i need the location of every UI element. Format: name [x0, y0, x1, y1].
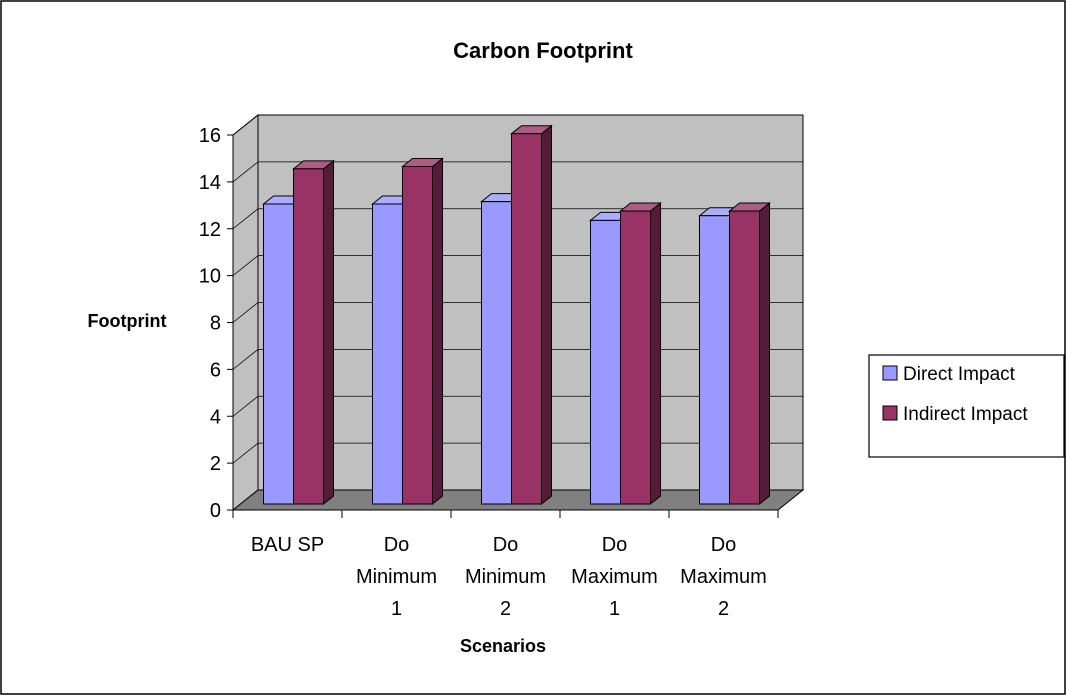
- legend-box: [868, 354, 1065, 458]
- gridline-16: [232, 114, 803, 136]
- x-tick-label-0-0: BAU SP: [251, 534, 324, 556]
- bar-1-1: [402, 166, 433, 505]
- x-tick-label-2-0: Do: [493, 534, 519, 556]
- gridline-12: [232, 208, 803, 230]
- bar-4-1: [729, 210, 760, 505]
- y-tick-label-6: 6: [210, 359, 221, 381]
- x-tick-label-1-2: 1: [391, 598, 402, 620]
- y-tick-label-0: 0: [210, 500, 221, 522]
- y-tick-label-4: 4: [210, 406, 221, 428]
- y-tick-label-10: 10: [199, 266, 221, 288]
- y-tick-label-16: 16: [199, 125, 221, 147]
- y-axis-title: Footprint: [88, 311, 167, 331]
- x-tick-label-3-2: 1: [609, 598, 620, 620]
- x-axis-title: Scenarios: [460, 636, 546, 656]
- bar-side-0-1: [323, 159, 334, 506]
- bar-2-1: [511, 133, 542, 505]
- x-tick-label-3-0: Do: [602, 534, 628, 556]
- bar-4-0: [699, 215, 730, 505]
- legend-swatch-indirect-impact: [882, 405, 898, 421]
- y-tick-label-8: 8: [210, 313, 221, 335]
- bar-side-3-1: [650, 201, 661, 506]
- x-tick-label-4-0: Do: [711, 534, 737, 556]
- bar-side-4-1: [759, 201, 770, 506]
- bar-2-0: [481, 201, 512, 505]
- legend-label-direct-impact: Direct Impact: [903, 364, 1016, 385]
- bar-0-0: [263, 203, 294, 505]
- y-tick-label-12: 12: [199, 219, 221, 241]
- legend: Direct Impact Indirect Impact: [868, 354, 1065, 458]
- bar-3-1: [620, 210, 651, 505]
- y-tick-label-14: 14: [199, 172, 221, 194]
- x-tick-label-4-2: 2: [718, 598, 729, 620]
- bar-side-1-1: [432, 157, 443, 506]
- bar-side-2-1: [541, 124, 552, 506]
- x-tick-label-4-1: Maximum: [680, 566, 767, 588]
- y-tick-label-2: 2: [210, 453, 221, 475]
- gridline-14: [232, 161, 803, 183]
- bar-3-0: [590, 219, 621, 505]
- legend-label-indirect-impact: Indirect Impact: [903, 404, 1028, 425]
- legend-swatch-direct-impact: [882, 365, 898, 381]
- chart-title: Carbon Footprint: [453, 38, 633, 63]
- bar-0-1: [293, 168, 324, 505]
- x-tick-label-2-1: Minimum: [465, 566, 546, 588]
- x-tick-label-1-1: Minimum: [356, 566, 437, 588]
- bar-1-0: [372, 203, 403, 505]
- x-tick-label-1-0: Do: [384, 534, 410, 556]
- x-tick-label-2-2: 2: [500, 598, 511, 620]
- x-tick-label-3-1: Maximum: [571, 566, 658, 588]
